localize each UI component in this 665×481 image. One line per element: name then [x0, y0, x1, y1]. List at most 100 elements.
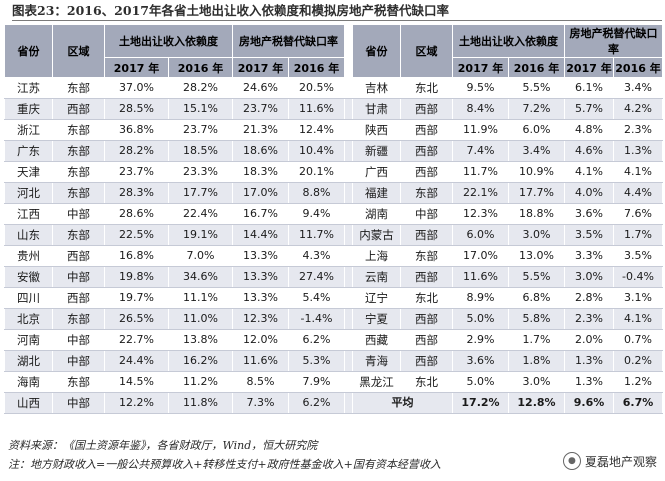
table-row: 重庆 西部 28.5% 15.1% 23.7% 11.6% 甘肃 西部 8.4% 7.2% 5.7%…	[4, 98, 663, 120]
cell-gap-2017: 12.3%	[232, 308, 289, 330]
right-cell-dependency-2017: 17.0%	[452, 245, 509, 267]
header-year-2017: 2017 年	[104, 57, 169, 78]
table-gap-divider	[344, 371, 353, 393]
table-gap-divider	[344, 119, 353, 141]
cell-gap-2016: 5.3%	[288, 350, 345, 372]
cell-dependency-2017: 36.8%	[104, 119, 169, 141]
cell-gap-2017: 13.3%	[232, 245, 289, 267]
cell-gap-2017: 13.3%	[232, 266, 289, 288]
table-row: 海南 东部 14.5% 11.2% 8.5% 7.9% 黑龙江 东北 5.0% 3.0% 1.3% 1…	[4, 371, 663, 393]
right-cell-gap-2017: 4.0%	[564, 182, 614, 204]
right-cell-region: 东北	[400, 371, 453, 393]
cell-gap-2016: 27.4%	[288, 266, 345, 288]
cell-dependency-2016: 34.6%	[168, 266, 233, 288]
right-cell-region: 西部	[400, 140, 453, 162]
right-cell-dependency-2017: 11.7%	[452, 161, 509, 183]
right-cell-gap-2016: 3.5%	[613, 245, 663, 267]
right-cell-dependency-2016: 5.5%	[508, 77, 565, 99]
cell-province: 北京	[4, 308, 53, 330]
header-year-2017: 2017 年	[452, 57, 509, 78]
cell-gap-2016: 12.4%	[288, 119, 345, 141]
cell-province: 山西	[4, 392, 53, 414]
cell-dependency-2017: 12.2%	[104, 392, 169, 414]
cell-dependency-2017: 14.5%	[104, 371, 169, 393]
cell-gap-2017: 18.6%	[232, 140, 289, 162]
cell-dependency-2016: 11.1%	[168, 287, 233, 309]
cell-region: 中部	[52, 392, 105, 414]
right-cell-gap-2016: 4.2%	[613, 98, 663, 120]
right-cell-gap-2017: 3.5%	[564, 224, 614, 246]
cell-region: 西部	[52, 98, 105, 120]
right-cell-region: 西部	[400, 266, 453, 288]
cell-province: 广东	[4, 140, 53, 162]
cell-gap-2017: 17.0%	[232, 182, 289, 204]
cell-gap-2016: 7.9%	[288, 371, 345, 393]
right-cell-province: 新疆	[352, 140, 401, 162]
right-cell-dependency-2017: 5.0%	[452, 308, 509, 330]
avg-gap-2017: 9.6%	[564, 392, 614, 414]
cell-gap-2017: 8.5%	[232, 371, 289, 393]
avg-dependency-2016: 12.8%	[508, 392, 565, 414]
header-region: 区域	[52, 24, 105, 78]
cell-dependency-2016: 16.2%	[168, 350, 233, 372]
table-gap-divider	[344, 161, 353, 183]
table-gap-divider	[344, 140, 353, 162]
right-cell-region: 西部	[400, 308, 453, 330]
right-cell-gap-2016: 1.3%	[613, 140, 663, 162]
cell-dependency-2016: 22.4%	[168, 203, 233, 225]
right-cell-region: 西部	[400, 119, 453, 141]
right-cell-province: 内蒙古	[352, 224, 401, 246]
cell-dependency-2017: 16.8%	[104, 245, 169, 267]
cell-gap-2017: 23.7%	[232, 98, 289, 120]
table-gap-divider	[344, 24, 353, 78]
right-cell-dependency-2016: 1.7%	[508, 329, 565, 351]
table-row: 贵州 西部 16.8% 7.0% 13.3% 4.3% 上海 东部 17.0% 13.0% 3.3%…	[4, 245, 663, 267]
right-cell-region: 西部	[400, 329, 453, 351]
cell-gap-2016: 9.4%	[288, 203, 345, 225]
wechat-logo-icon: ●	[562, 452, 581, 470]
right-cell-dependency-2017: 11.9%	[452, 119, 509, 141]
cell-dependency-2016: 11.2%	[168, 371, 233, 393]
right-cell-dependency-2016: 6.0%	[508, 119, 565, 141]
right-cell-dependency-2016: 7.2%	[508, 98, 565, 120]
header-year-2017: 2017 年	[232, 57, 289, 78]
cell-dependency-2016: 15.1%	[168, 98, 233, 120]
right-cell-dependency-2016: 5.8%	[508, 308, 565, 330]
watermark: ● 夏磊地产观察	[562, 452, 657, 470]
right-cell-gap-2017: 3.6%	[564, 203, 614, 225]
right-cell-dependency-2016: 3.0%	[508, 224, 565, 246]
table-gap-divider	[344, 308, 353, 330]
header-region-right: 区域	[400, 24, 453, 78]
cell-dependency-2016: 19.1%	[168, 224, 233, 246]
cell-province: 安徽	[4, 266, 53, 288]
cell-province: 湖北	[4, 350, 53, 372]
cell-gap-2017: 13.3%	[232, 287, 289, 309]
table-row: 江苏 东部 37.0% 28.2% 24.6% 20.5% 吉林 东北 9.5% 5.5% 6.1%…	[4, 77, 663, 99]
right-cell-province: 上海	[352, 245, 401, 267]
cell-gap-2016: 5.4%	[288, 287, 345, 309]
formula-note: 注：地方财政收入=一般公共预算收入+转移性支付+政府性基金收入+国有资本经营收入	[8, 458, 441, 471]
right-cell-gap-2016: 0.2%	[613, 350, 663, 372]
cell-dependency-2016: 11.0%	[168, 308, 233, 330]
right-cell-region: 中部	[400, 203, 453, 225]
table-gap-divider	[344, 266, 353, 288]
right-cell-dependency-2017: 12.3%	[452, 203, 509, 225]
right-cell-gap-2016: 2.3%	[613, 119, 663, 141]
header-province: 省份	[4, 24, 53, 78]
cell-gap-2017: 14.4%	[232, 224, 289, 246]
cell-province: 河南	[4, 329, 53, 351]
right-cell-gap-2017: 3.0%	[564, 266, 614, 288]
right-cell-dependency-2016: 1.8%	[508, 350, 565, 372]
right-cell-dependency-2017: 8.4%	[452, 98, 509, 120]
right-cell-gap-2016: 4.1%	[613, 308, 663, 330]
cell-dependency-2016: 28.2%	[168, 77, 233, 99]
cell-region: 东部	[52, 161, 105, 183]
right-cell-province: 辽宁	[352, 287, 401, 309]
cell-province: 河北	[4, 182, 53, 204]
right-cell-region: 东部	[400, 245, 453, 267]
cell-dependency-2017: 28.2%	[104, 140, 169, 162]
cell-gap-2016: 8.8%	[288, 182, 345, 204]
right-cell-gap-2017: 1.3%	[564, 371, 614, 393]
cell-dependency-2017: 28.3%	[104, 182, 169, 204]
cell-province: 贵州	[4, 245, 53, 267]
